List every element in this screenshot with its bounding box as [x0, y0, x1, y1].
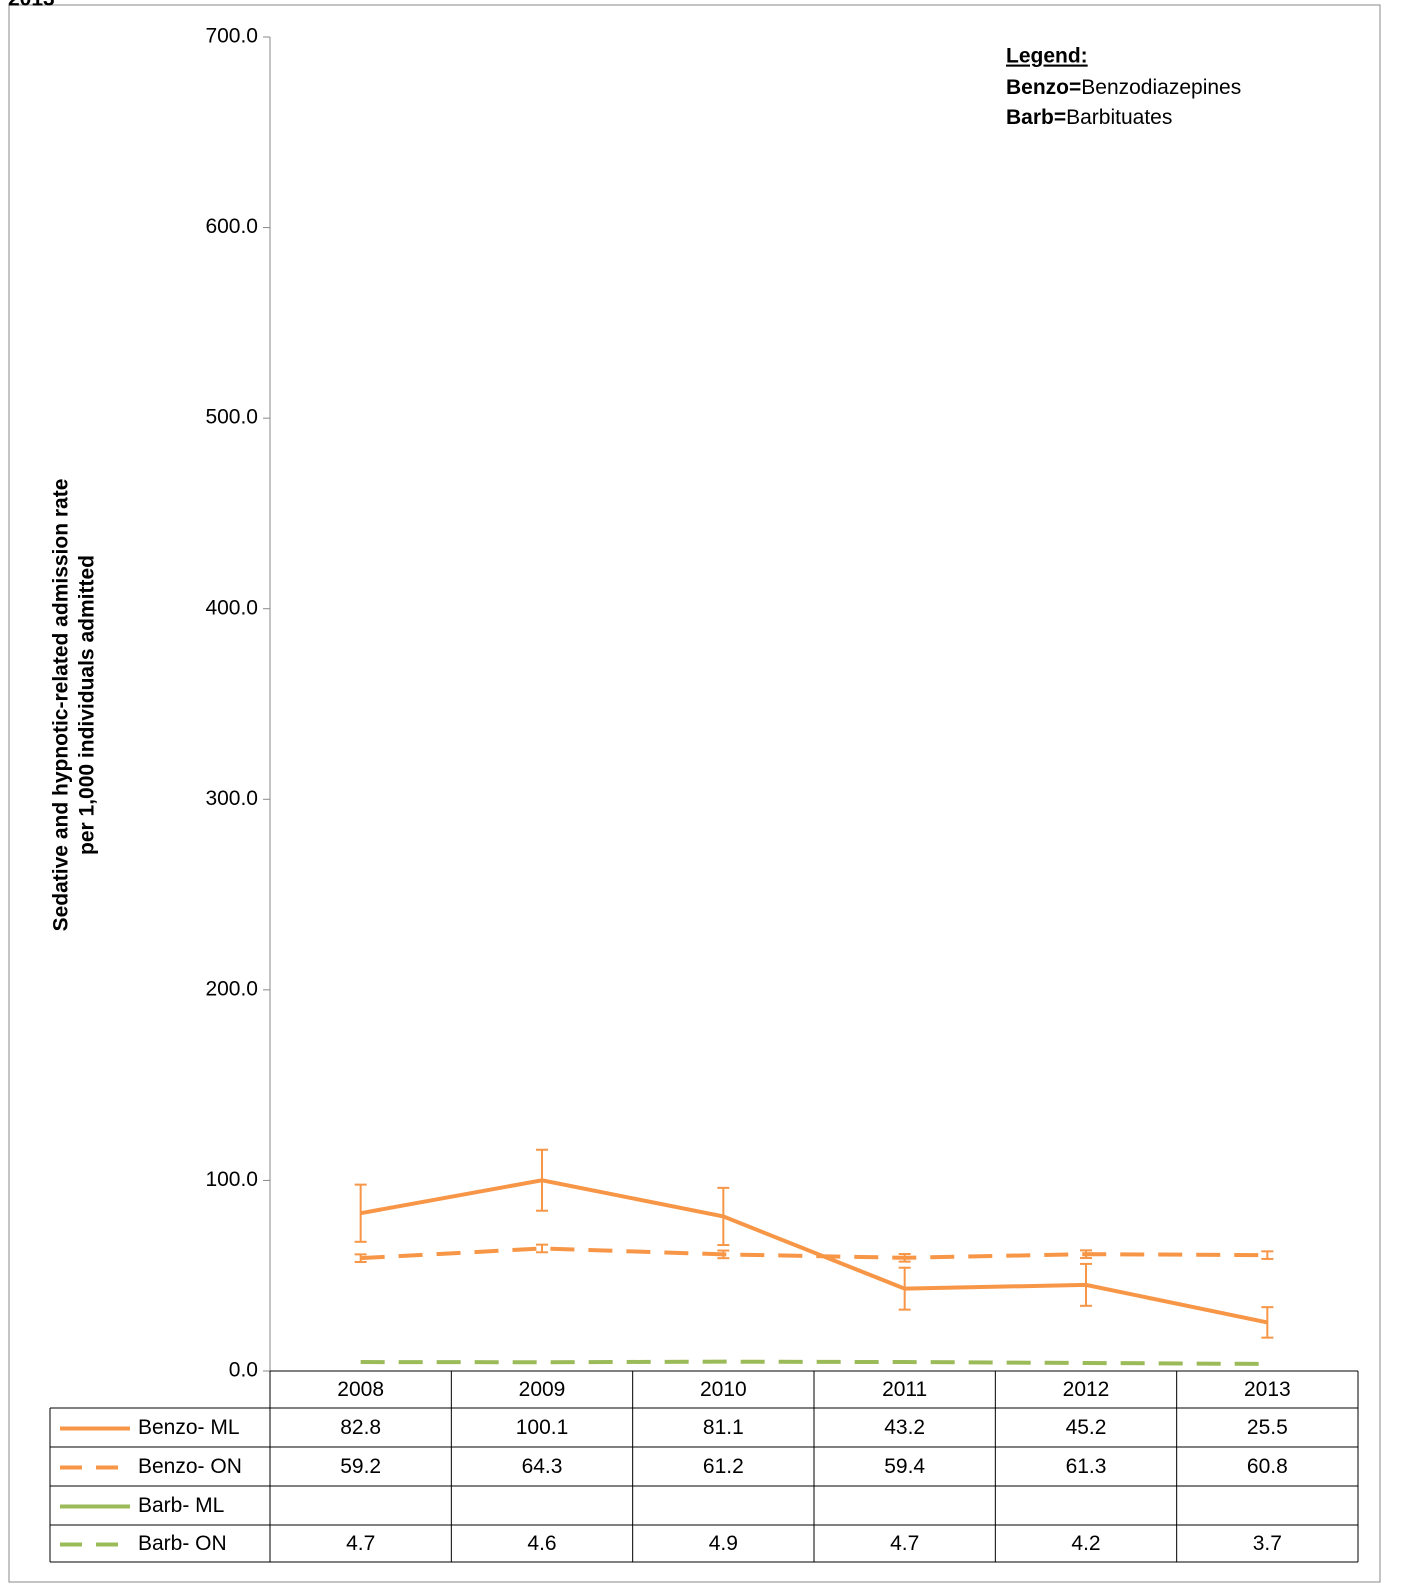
table-value: 25.5 [1247, 1416, 1288, 1439]
legend-note: Legend: Benzo=Benzodiazepines Barb=Barbi… [1006, 45, 1241, 129]
table-value: 59.2 [340, 1455, 381, 1478]
error-bar [354, 1183, 367, 1243]
error-bar [898, 1266, 911, 1311]
error-bar [1080, 1262, 1092, 1307]
table-value: 4.6 [527, 1532, 556, 1555]
error-bar [536, 1243, 548, 1254]
x-tick-label: 2008 [337, 1378, 384, 1401]
legend-item: Benzo=Benzodiazepines [1006, 76, 1241, 99]
table-value: 61.3 [1066, 1455, 1107, 1478]
legend-text: Benzodiazepines [1081, 76, 1241, 99]
table-value: 81.1 [703, 1416, 744, 1439]
error-bar [354, 1253, 367, 1263]
legend-label: Barb- ON [138, 1532, 227, 1555]
table-value: 43.2 [884, 1416, 925, 1439]
table-value: 45.2 [1066, 1416, 1107, 1439]
y-label-line: per 1,000 individuals admitted [76, 555, 99, 855]
y-tick-label: 100.0 [205, 1168, 258, 1191]
series-line [360, 1178, 1268, 1325]
x-tick-label: 2012 [1063, 1378, 1110, 1401]
y-label-line: Sedative and hypnotic-related admission … [50, 479, 73, 932]
series-line [360, 1359, 1268, 1366]
y-tick-label: 300.0 [205, 787, 258, 810]
legend-label: Benzo- ML [138, 1416, 240, 1439]
table-value: 60.8 [1247, 1455, 1288, 1478]
legend-item: Barb=Barbituates [1006, 106, 1172, 129]
error-bar [1080, 1249, 1092, 1259]
table-value: 4.7 [890, 1532, 919, 1555]
table-value: 64.3 [522, 1455, 563, 1478]
table-value: 61.2 [703, 1455, 744, 1478]
error-bar [717, 1186, 730, 1247]
y-tick-label: 700.0 [205, 25, 258, 48]
y-tick-label: 400.0 [205, 596, 258, 619]
y-tick-label: 200.0 [205, 977, 258, 1000]
error-bar [717, 1249, 730, 1260]
legend-label: Benzo- ON [138, 1455, 242, 1478]
y-tick-label: 600.0 [205, 215, 258, 238]
y-tick-label: 500.0 [205, 406, 258, 429]
table-value: 4.2 [1071, 1532, 1100, 1555]
x-tick-label: 2013 [1244, 1378, 1291, 1401]
x-tick-label: 2010 [700, 1378, 747, 1401]
error-bar [536, 1148, 548, 1212]
table-value: 59.4 [884, 1455, 925, 1478]
legend-heading: Legend: [1006, 45, 1088, 68]
table-value: 4.7 [346, 1532, 375, 1555]
chart-title: 2013 [8, 0, 55, 11]
legend-key: Benzo= [1006, 76, 1081, 99]
x-tick-label: 2011 [882, 1378, 927, 1401]
table-value: 100.1 [516, 1416, 569, 1439]
legend-label: Barb- ML [138, 1494, 224, 1517]
table-value: 4.9 [709, 1532, 738, 1555]
x-tick-label: 2009 [519, 1378, 566, 1401]
chart-frame [8, 4, 1381, 1583]
error-bar [898, 1252, 911, 1263]
y-axis-label: Sedative and hypnotic-related admission … [50, 479, 99, 932]
table-value: 3.7 [1253, 1532, 1282, 1555]
y-tick-label: 0.0 [229, 1359, 258, 1382]
table-value: 82.8 [340, 1416, 381, 1439]
legend-key: Barb= [1006, 106, 1066, 129]
error-bar [1261, 1250, 1274, 1260]
legend-text: Barbituates [1066, 106, 1172, 129]
error-bar [1261, 1306, 1274, 1339]
